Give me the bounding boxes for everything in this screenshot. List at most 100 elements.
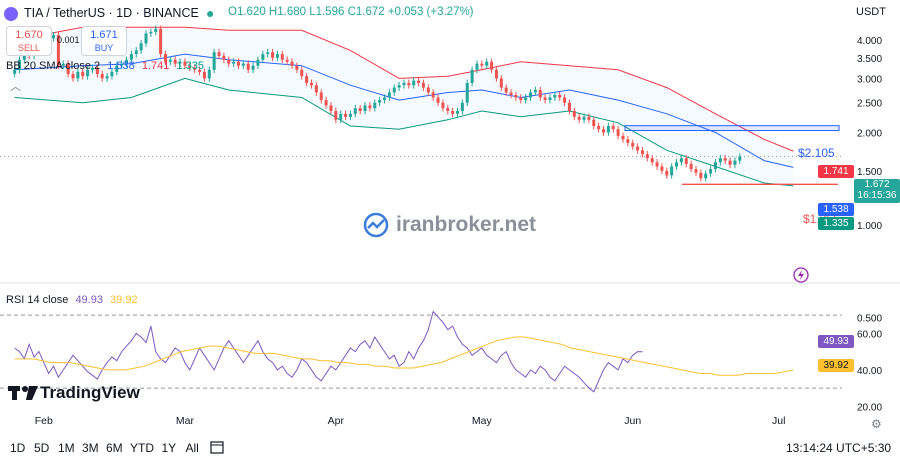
candle-body [514,94,518,98]
price-tick-label: 4.000 [857,36,882,47]
candle-body [548,97,552,101]
candle-body [207,69,211,79]
candle-body [655,162,659,167]
candle-body [319,92,323,101]
timeframe-button[interactable]: YTD [130,441,154,455]
candle-body [524,97,528,101]
candle-body [728,160,732,165]
candle-body [606,125,610,133]
candle-body [704,173,708,179]
timeframe-button[interactable]: 1M [58,441,75,455]
candle-body [431,92,435,98]
candle-body [86,69,90,77]
settings-gear-icon[interactable]: ⚙ [871,417,882,431]
candle-body [460,102,464,111]
candle-body [465,82,469,103]
candle-body [314,85,318,93]
candle-body [290,61,294,66]
candle-body [412,80,416,86]
timeframe-button[interactable]: 1D [10,441,26,455]
price-tick-label: 1.500 [857,167,882,178]
candle-body [684,158,688,164]
candle-body [348,113,352,117]
lower-band-tag: 1.335 [818,217,854,230]
candle-body [572,110,576,117]
rsi-tag: 49.93 [818,335,854,348]
candle-body [76,71,80,79]
candle-body [382,97,387,101]
candle-body [519,97,523,101]
tradingview-brand: TradingView [40,383,140,402]
candle-body [660,166,664,171]
candle-body [271,52,275,58]
timeframe-button[interactable]: All [185,441,199,455]
buy-label: BUY [94,43,114,53]
date-range-calendar-icon[interactable] [210,440,224,457]
candle-body [640,150,644,155]
candle-body [125,59,129,64]
candle-body [95,67,99,75]
timeframe-button[interactable]: 6M [106,441,123,455]
candle-body [533,90,537,93]
candle-body [105,76,109,79]
candle-body [470,69,474,83]
time-tick-label: Feb [35,415,53,427]
candle-body [56,35,60,66]
symbol-title[interactable]: TIA / TetherUS · 1D · BINANCE [24,6,199,20]
rsi-tick-label: 60.00 [857,329,882,340]
collapse-chevron-icon[interactable]: ︿ [10,81,21,93]
candle-body [344,113,348,117]
tradingview-logo-icon [8,384,38,405]
rsi-legend[interactable]: RSI 14 close 49.93 39.92 [6,294,138,306]
candle-body [645,154,649,159]
time-tick-label: Mar [176,415,195,427]
buy-button[interactable]: 1.671 BUY [81,26,127,56]
candle-body [407,82,411,86]
candle-body [353,108,357,114]
candle-body [650,158,654,163]
candle-body [587,116,591,120]
candle-body [718,158,722,163]
bb-legend[interactable]: BB 20 SMA close 2 1.538 1.741 1.335 [6,60,204,72]
timeframe-button[interactable]: 5D [34,441,50,455]
candle-body [163,54,167,62]
last-price-value: 1.672 [864,179,890,190]
candle-body [602,129,606,133]
candle-body [499,78,503,88]
resistance-label: $2.105 [798,146,835,160]
symbol-avatar[interactable] [4,6,18,21]
candle-body [334,110,338,120]
candle-body [52,35,56,39]
candle-body [217,52,221,56]
timeframe-button[interactable]: 3M [82,441,99,455]
candle-body [285,59,289,62]
price-tick-label: 2.500 [857,99,882,110]
rsi-tick-label: 40.00 [857,366,882,377]
resistance-zone [624,125,840,132]
candle-body [266,52,270,55]
candle-body [480,63,484,66]
candle-body [592,119,596,126]
candle-body [149,31,153,34]
bb-basis-value: 1.538 [107,60,135,72]
candle-body [300,69,304,77]
candle-body [183,61,187,66]
currency-label[interactable]: USDT [856,6,886,18]
timeframe-button[interactable]: 1Y [161,441,177,455]
bb-basis-line [14,53,794,168]
candle-body [417,80,421,83]
candle-body [733,160,737,165]
candle-body [295,65,299,70]
candle-body [441,102,445,109]
candle-body [173,59,177,64]
candle-body [309,82,314,86]
candle-body [241,63,245,66]
sell-button[interactable]: 1.670 SELL [6,26,52,56]
candle-body [528,92,533,98]
candle-body [616,129,620,136]
alert-lightning-icon[interactable] [793,267,809,286]
candle-body [543,97,547,101]
bb-upper-line [14,26,794,152]
clock-readout[interactable]: 13:14:24 UTC+5:30 [786,441,892,455]
